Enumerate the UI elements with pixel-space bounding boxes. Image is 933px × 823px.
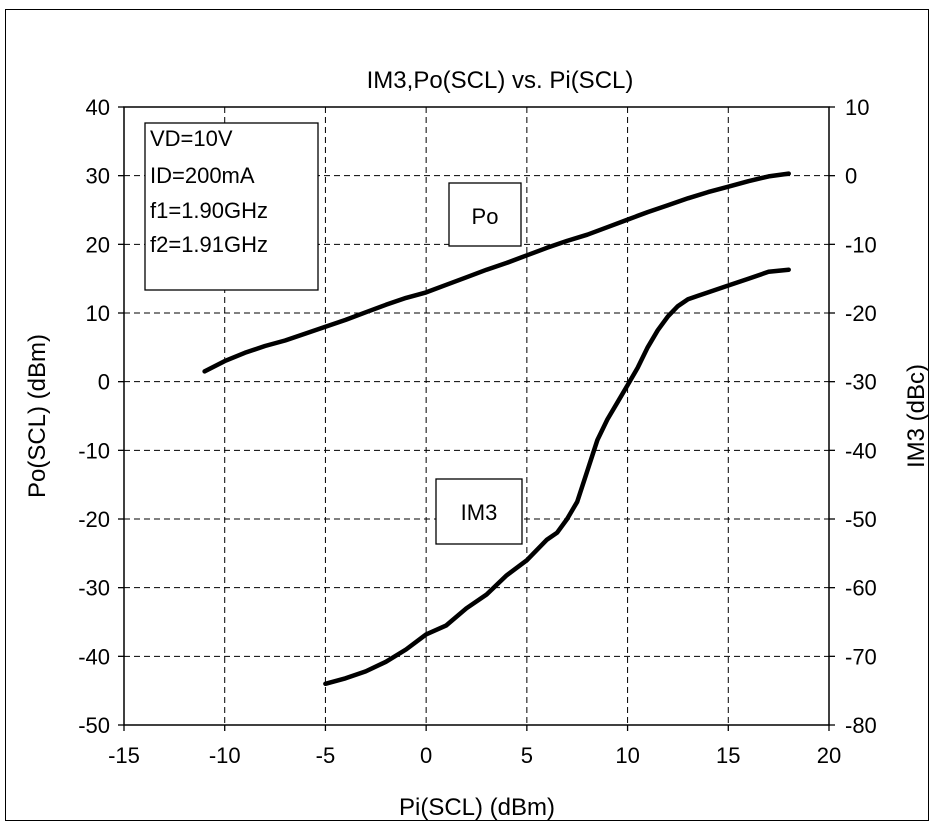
series-line-im3: [323, 267, 791, 687]
x-tick-label: -15: [108, 743, 140, 768]
y-tick-label: 10: [86, 301, 110, 326]
conditions-line-4: f2=1.91GHz: [150, 232, 268, 257]
y-tick-label: -30: [78, 576, 110, 601]
y2-tick-label: -30: [845, 370, 877, 395]
y2-tick-label: -20: [845, 301, 877, 326]
po-label-box: Po: [448, 182, 522, 247]
y2-tick-label: -10: [845, 232, 877, 257]
x-tick-label: 15: [716, 743, 740, 768]
plot-area: [123, 106, 830, 726]
im3-label: IM3: [461, 500, 498, 525]
y2-tick-label: -50: [845, 507, 877, 532]
y-tick-label: -10: [78, 438, 110, 463]
x-tick-label: 10: [615, 743, 639, 768]
x-tick-label: 0: [420, 743, 432, 768]
conditions-line-1: VD=10V: [150, 126, 233, 151]
y2-axis-label: IM3 (dBc): [903, 364, 930, 468]
y-tick-label: -20: [78, 507, 110, 532]
x-tick-label: 5: [521, 743, 533, 768]
chart-title: IM3,Po(SCL) vs. Pi(SCL): [367, 67, 634, 94]
axis-ticks: -15 -10 -5 0 5 10 15 20-50-40-30-20-10010203040…: [78, 95, 877, 768]
series-lines: [202, 171, 791, 687]
y-tick-label: -40: [78, 644, 110, 669]
x-tick-label: -10: [209, 743, 241, 768]
y2-tick-label: -80: [845, 713, 877, 738]
y-axis-label: Po(SCL) (dBm): [24, 334, 51, 498]
series-line-po: [202, 171, 791, 374]
x-tick-label: -5: [316, 743, 336, 768]
y2-tick-label: -70: [845, 644, 877, 669]
x-tick-label: 20: [817, 743, 841, 768]
im3-label-box: IM3: [435, 478, 523, 545]
po-label: Po: [472, 204, 499, 229]
conditions-box: VD=10V ID=200mA f1=1.90GHz f2=1.91GHz: [144, 122, 319, 291]
conditions-line-2: ID=200mA: [150, 163, 255, 188]
y2-tick-label: -60: [845, 576, 877, 601]
conditions-line-3: f1=1.90GHz: [150, 198, 268, 223]
y2-tick-label: 10: [845, 95, 869, 120]
y2-tick-label: 0: [845, 164, 857, 189]
y2-tick-label: -40: [845, 438, 877, 463]
y-tick-label: 0: [98, 370, 110, 395]
y-tick-label: 40: [86, 95, 110, 120]
y-tick-label: 20: [86, 232, 110, 257]
y-tick-label: 30: [86, 164, 110, 189]
x-axis-label: Pi(SCL) (dBm): [399, 794, 555, 821]
conditions-box-border: [144, 122, 319, 291]
y-tick-label: -50: [78, 713, 110, 738]
